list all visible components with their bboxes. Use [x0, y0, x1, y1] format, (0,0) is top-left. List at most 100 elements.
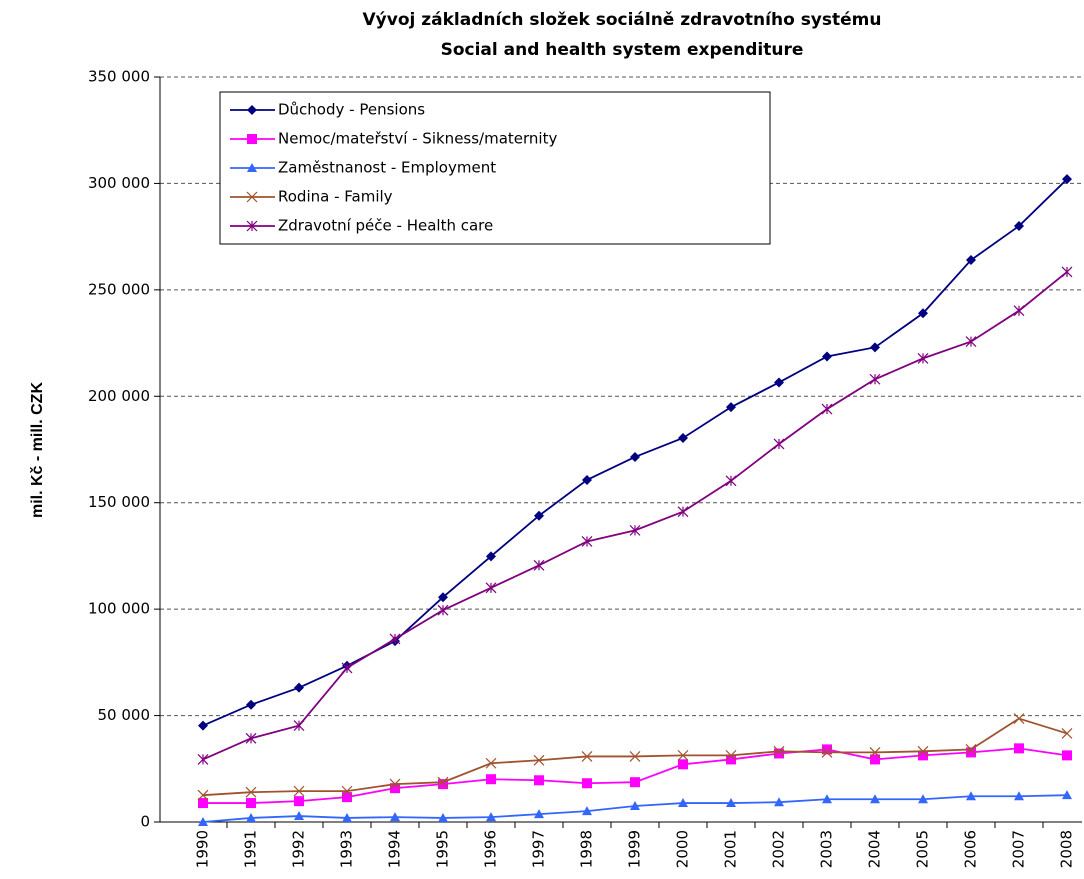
y-tick-label: 250 000	[88, 280, 150, 298]
legend-marker	[247, 105, 257, 115]
data-point	[294, 811, 304, 821]
x-tick-label: 1994	[386, 830, 404, 868]
data-point	[486, 774, 496, 785]
x-tick-label: 1998	[578, 830, 596, 868]
data-point	[869, 373, 881, 385]
data-point	[773, 438, 785, 450]
x-tick-label: 2007	[1010, 830, 1028, 868]
legend-marker	[246, 220, 258, 232]
data-point	[869, 746, 881, 758]
x-tick-label: 2005	[914, 830, 932, 868]
data-point	[726, 754, 736, 765]
x-tick-label: 1996	[482, 830, 500, 868]
data-point	[341, 662, 353, 674]
data-point	[246, 798, 256, 809]
y-tick-label: 100 000	[88, 600, 150, 618]
data-point	[822, 794, 832, 804]
data-point	[630, 777, 640, 788]
data-point	[582, 778, 592, 789]
x-tick-label: 1995	[434, 830, 452, 868]
data-point	[1013, 713, 1025, 724]
y-axis-label: mil. Kč - mill. CZK	[29, 382, 46, 518]
data-point	[1014, 743, 1024, 754]
x-tick-label: 2004	[866, 830, 884, 868]
data-point	[774, 748, 784, 759]
data-point	[342, 792, 352, 803]
data-point	[821, 746, 833, 758]
data-point	[918, 794, 928, 804]
data-point	[390, 783, 400, 794]
x-tick-label: 2006	[962, 830, 980, 868]
data-point	[438, 812, 448, 822]
data-point	[341, 785, 353, 797]
data-point	[965, 336, 977, 348]
data-point	[678, 798, 688, 808]
data-point	[246, 812, 256, 822]
data-point	[774, 377, 784, 388]
data-point	[293, 720, 305, 732]
y-tick-label: 150 000	[88, 493, 150, 511]
data-point	[725, 749, 737, 761]
data-point	[870, 794, 880, 804]
x-tick-label: 2002	[770, 830, 788, 868]
x-tick-label: 1991	[242, 830, 260, 868]
data-point	[533, 559, 545, 571]
data-point	[870, 754, 880, 765]
data-point	[918, 750, 928, 761]
legend-box	[219, 91, 771, 245]
data-point	[917, 352, 929, 364]
series-line	[202, 271, 1068, 761]
x-tick-label: 1992	[290, 830, 308, 868]
data-point	[485, 757, 497, 769]
data-point	[533, 754, 545, 766]
data-point	[1014, 221, 1024, 231]
data-point	[582, 806, 592, 816]
data-point	[245, 786, 257, 798]
data-point	[965, 743, 977, 755]
data-point	[437, 776, 449, 788]
x-tick-label: 2008	[1058, 830, 1076, 868]
data-point	[1062, 790, 1072, 800]
data-point	[342, 812, 352, 822]
y-tick-label: 0	[140, 813, 150, 831]
legend-marker	[246, 191, 258, 203]
data-point	[966, 747, 976, 758]
data-point	[582, 474, 592, 485]
y-tick-label: 350 000	[88, 68, 150, 86]
data-point	[629, 524, 641, 536]
data-point	[485, 582, 497, 594]
data-point	[678, 433, 688, 444]
legend-label: Nemoc/mateřství - Sikness/maternity	[278, 130, 557, 148]
data-point	[677, 506, 689, 518]
data-point	[438, 592, 448, 603]
data-point	[629, 751, 641, 762]
data-point	[1061, 266, 1073, 278]
data-point	[1013, 305, 1025, 317]
data-point	[294, 796, 304, 807]
data-point	[822, 351, 832, 362]
data-point	[677, 749, 689, 761]
data-point	[437, 604, 449, 616]
y-tick-label: 200 000	[88, 387, 150, 405]
data-point	[389, 778, 401, 790]
y-tick-label: 50 000	[98, 706, 151, 724]
data-point	[389, 633, 401, 645]
data-point	[678, 759, 688, 770]
x-tick-label: 1993	[338, 830, 356, 868]
data-point	[246, 699, 256, 710]
chart-subtitle: Social and health system expenditure	[441, 40, 804, 60]
data-point	[630, 451, 640, 462]
data-point	[726, 402, 736, 413]
x-tick-label: 1990	[194, 830, 212, 868]
data-point	[293, 785, 305, 797]
data-point	[245, 732, 257, 744]
legend-marker	[247, 134, 257, 144]
x-tick-label: 2003	[818, 830, 836, 868]
data-point	[1062, 174, 1072, 185]
y-tick-label: 300 000	[88, 174, 150, 192]
legend-marker	[247, 163, 257, 172]
chart-title: Vývoj základních složek sociálně zdravot…	[363, 10, 882, 30]
data-point	[1061, 728, 1073, 739]
data-point	[534, 809, 544, 819]
